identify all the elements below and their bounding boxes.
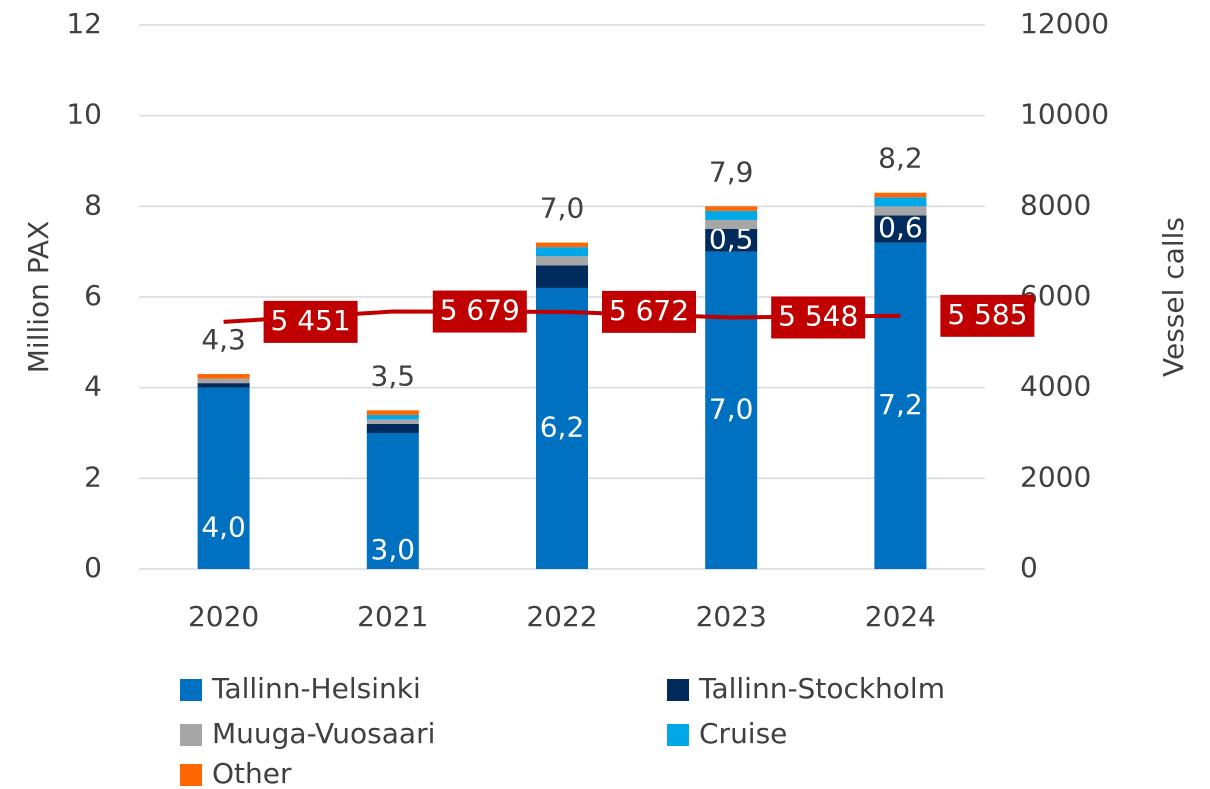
bar-segment — [536, 242, 588, 248]
y-tick-label: 6 — [84, 279, 102, 312]
line-label-box — [940, 294, 1035, 337]
line-label: 5 548 — [778, 299, 858, 332]
data-label: 6,2 — [540, 410, 585, 443]
legend-swatch — [667, 679, 689, 701]
x-tick-label: 2024 — [865, 600, 936, 633]
bar-segment — [536, 247, 588, 257]
bar-segment — [874, 192, 927, 198]
line-label-box — [432, 290, 527, 333]
bar-segment — [366, 423, 419, 433]
y-tick-label: 8 — [84, 188, 102, 221]
y2-tick-label: 0 — [1020, 551, 1038, 584]
bar-segment — [874, 242, 927, 569]
bar-segment — [705, 229, 758, 252]
bar-segment — [536, 265, 588, 288]
bar-segment — [197, 374, 250, 379]
total-label: 4,3 — [201, 323, 246, 356]
line-label: 5 672 — [609, 294, 689, 327]
total-label: 7,9 — [709, 155, 754, 188]
x-tick-label: 2023 — [696, 600, 767, 633]
legend-swatch — [180, 764, 202, 786]
y2-axis-label: Vessel calls — [1157, 217, 1190, 377]
bar-segment — [874, 206, 927, 216]
bar-segment — [705, 219, 758, 229]
legend-swatch — [180, 724, 202, 746]
y-tick-label: 12 — [66, 7, 102, 40]
data-label: 7,2 — [878, 388, 923, 421]
bar-segment — [366, 410, 419, 415]
y2-tick-label: 12000 — [1020, 7, 1109, 40]
bar-segment — [536, 256, 588, 266]
total-label: 7,0 — [540, 192, 585, 225]
line-label-box — [263, 300, 358, 343]
legend-label: Other — [212, 757, 292, 789]
bar-segment — [366, 414, 419, 420]
line-label-box — [771, 296, 866, 339]
bar-segment — [197, 383, 250, 388]
x-tick-label: 2020 — [188, 600, 259, 633]
bar-segment — [366, 419, 419, 424]
line-label-box — [602, 290, 696, 333]
data-label: 3,0 — [371, 533, 416, 566]
data-label: 4,0 — [201, 510, 246, 543]
bar-segment — [874, 197, 927, 207]
line-label: 5 585 — [947, 298, 1027, 331]
bar-segment — [197, 378, 250, 384]
y-tick-label: 10 — [66, 98, 102, 131]
x-tick-label: 2021 — [357, 600, 428, 633]
y-tick-label: 4 — [84, 370, 102, 403]
bar-segment — [705, 210, 758, 220]
y2-tick-label: 10000 — [1020, 98, 1109, 131]
bar-segment — [366, 433, 419, 569]
y-tick-label: 2 — [84, 460, 102, 493]
line-label: 5 679 — [440, 294, 520, 327]
bar-segment — [536, 287, 588, 569]
legend-label: Tallinn-Helsinki — [211, 672, 421, 705]
data-label: 0,6 — [878, 211, 923, 244]
bar-segment — [705, 206, 758, 211]
y-axis-label: Million PAX — [22, 221, 55, 373]
data-label: 7,0 — [709, 392, 754, 425]
bar-segment — [705, 251, 758, 569]
legend-label: Cruise — [699, 717, 787, 750]
y2-tick-label: 4000 — [1020, 370, 1091, 403]
y-tick-label: 0 — [84, 551, 102, 584]
total-label: 8,2 — [878, 142, 923, 175]
bar-segment — [197, 387, 250, 569]
total-label: 3,5 — [371, 359, 416, 392]
y2-tick-label: 2000 — [1020, 460, 1091, 493]
legend-swatch — [667, 724, 689, 746]
bar-segment — [874, 215, 927, 243]
legend-label: Muuga-Vuosaari — [212, 717, 435, 750]
legend-swatch — [180, 679, 202, 701]
x-tick-label: 2022 — [526, 600, 597, 633]
legend-label: Tallinn-Stockholm — [698, 672, 945, 705]
y2-tick-label: 8000 — [1020, 188, 1091, 221]
line-label: 5 451 — [271, 304, 351, 337]
